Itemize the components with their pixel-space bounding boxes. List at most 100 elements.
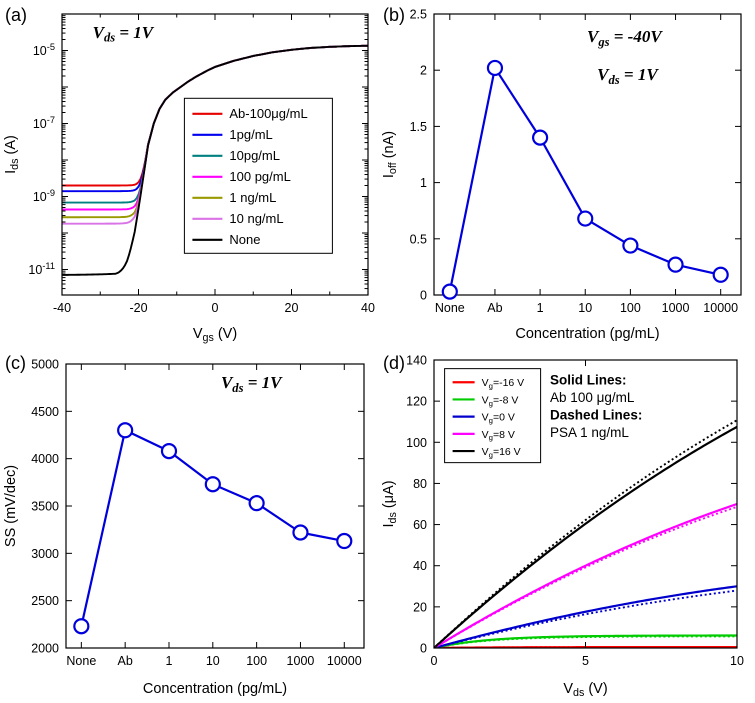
series-markers — [73, 422, 353, 635]
svg-text:Vg=-16 V: Vg=-16 V — [482, 377, 525, 390]
series-line — [434, 425, 737, 648]
svg-text:40: 40 — [413, 559, 427, 573]
panel-c-chart: None Ab 1 10 100 1000 10000 2000 2500 3000 3500 400… — [3, 358, 365, 697]
svg-text:0: 0 — [420, 642, 427, 656]
svg-text:5000: 5000 — [31, 358, 59, 372]
panel-label-b: (b) — [383, 5, 405, 25]
svg-text:Vds (V): Vds (V) — [563, 681, 607, 699]
svg-text:2000: 2000 — [31, 642, 59, 656]
svg-text:140: 140 — [406, 354, 427, 368]
svg-text:-40: -40 — [53, 301, 71, 315]
svg-text:10: 10 — [730, 654, 744, 668]
svg-text:Concentration (pg/mL): Concentration (pg/mL) — [515, 326, 659, 342]
tick-labels: -40 -20 0 20 40 10-11 10-9 10-7 10-5 — [28, 42, 375, 315]
series-line — [434, 589, 737, 648]
svg-text:10: 10 — [578, 301, 592, 315]
panel-label-a: (a) — [5, 5, 27, 25]
svg-text:None: None — [229, 232, 260, 247]
svg-text:Vds = 1V: Vds = 1V — [221, 373, 283, 395]
svg-text:0.5: 0.5 — [410, 232, 427, 246]
svg-text:80: 80 — [413, 477, 427, 491]
panel-c: (c) None Ab 1 10 100 1000 10000 2000 2500 3000 350… — [0, 348, 378, 703]
svg-text:None: None — [66, 654, 96, 668]
series-line — [62, 44, 368, 276]
svg-text:Vg=0 V: Vg=0 V — [482, 412, 515, 425]
axis-ticks — [66, 363, 364, 649]
panel-label-c: (c) — [5, 353, 26, 373]
svg-text:100: 100 — [246, 654, 267, 668]
svg-text:Ab: Ab — [487, 301, 502, 315]
panel-b-chart: None Ab 1 10 100 1000 10000 0 0.5 1 1.5 2 2.5 Concent… — [381, 8, 742, 342]
svg-text:Vgs = -40V: Vgs = -40V — [587, 27, 663, 49]
svg-text:1: 1 — [537, 301, 544, 315]
series-markers — [441, 59, 729, 300]
series-line — [434, 502, 737, 648]
svg-text:1000: 1000 — [287, 654, 315, 668]
svg-text:120: 120 — [406, 395, 427, 409]
legend: Vg=-16 V Vg=-8 V Vg=0 V Vg=8 V Vg=16 V — [444, 368, 542, 464]
svg-text:None: None — [435, 301, 465, 315]
svg-text:10 ng/mL: 10 ng/mL — [229, 211, 283, 226]
svg-text:Dashed Lines:: Dashed Lines: — [550, 407, 642, 422]
svg-text:Ab 100 μg/mL: Ab 100 μg/mL — [550, 390, 635, 405]
svg-text:0: 0 — [212, 301, 219, 315]
svg-text:10000: 10000 — [703, 301, 738, 315]
svg-text:2: 2 — [420, 64, 427, 78]
axis-ticks — [434, 13, 741, 296]
svg-text:10: 10 — [206, 654, 220, 668]
svg-text:5: 5 — [582, 654, 589, 668]
svg-text:Vgs (V): Vgs (V) — [193, 326, 237, 344]
axes-frame — [433, 13, 742, 296]
svg-text:3000: 3000 — [31, 547, 59, 561]
svg-text:100: 100 — [406, 436, 427, 450]
panel-b: (b) None Ab 1 10 100 1000 10000 0 0.5 1 1.5 2 2.5 Con… — [378, 0, 755, 348]
svg-text:1: 1 — [166, 654, 173, 668]
svg-text:1 ng/mL: 1 ng/mL — [229, 190, 276, 205]
svg-text:100: 100 — [620, 301, 641, 315]
svg-text:100 pg/mL: 100 pg/mL — [229, 169, 290, 184]
tick-labels: None Ab 1 10 100 1000 10000 2000 2500 3000 3500 400… — [31, 358, 362, 669]
svg-text:Vg=8 V: Vg=8 V — [482, 429, 515, 442]
svg-text:40: 40 — [361, 301, 375, 315]
axis-ticks — [61, 13, 369, 295]
svg-text:Solid Lines:: Solid Lines: — [550, 372, 627, 387]
series-line — [434, 419, 737, 648]
axes-frame — [65, 363, 365, 649]
svg-text:60: 60 — [413, 518, 427, 532]
panel-a: (a) -40 -20 0 20 40 10-11 10-9 10-7 10-5 Vgs (V) I… — [0, 0, 378, 348]
svg-text:Ab-100μg/mL: Ab-100μg/mL — [229, 106, 307, 121]
svg-text:2500: 2500 — [31, 594, 59, 608]
svg-text:3500: 3500 — [31, 500, 59, 514]
tick-labels: None Ab 1 10 100 1000 10000 0 0.5 1 1.5 2 2.5 — [410, 8, 738, 316]
series-line — [434, 585, 737, 648]
svg-text:0: 0 — [420, 289, 427, 303]
svg-text:1pg/mL: 1pg/mL — [229, 127, 272, 142]
panel-d: (d) 0 5 10 0 20 40 60 80 100 120 140 Vds (V) Ids (μA… — [378, 348, 755, 703]
panel-a-chart: -40 -20 0 20 40 10-11 10-9 10-7 10-5 Vgs (V) Ids (… — [3, 13, 375, 344]
svg-text:Ab: Ab — [118, 654, 133, 668]
legend: Ab-100μg/mL 1pg/mL 10pg/mL 100 pg/mL 1 ng/mL… — [183, 97, 333, 254]
svg-text:10-5: 10-5 — [33, 42, 55, 58]
svg-text:Vds = 1V: Vds = 1V — [93, 23, 155, 45]
svg-text:10pg/mL: 10pg/mL — [229, 148, 280, 163]
svg-text:10-11: 10-11 — [28, 261, 55, 277]
svg-text:2.5: 2.5 — [410, 8, 427, 22]
svg-text:Concentration (pg/mL): Concentration (pg/mL) — [143, 681, 287, 697]
svg-text:20: 20 — [285, 301, 299, 315]
plot-series — [62, 44, 368, 276]
svg-text:Ids (μA): Ids (μA) — [381, 480, 399, 527]
series-line — [434, 505, 737, 648]
svg-text:Vg=-8 V: Vg=-8 V — [482, 394, 519, 407]
svg-text:Ioff (nA): Ioff (nA) — [381, 131, 399, 178]
series-line — [434, 635, 737, 648]
svg-text:10000: 10000 — [327, 654, 362, 668]
svg-text:10-9: 10-9 — [33, 188, 55, 204]
svg-text:PSA 1 ng/mL: PSA 1 ng/mL — [550, 425, 629, 440]
svg-text:-20: -20 — [129, 301, 147, 315]
svg-text:1.5: 1.5 — [410, 120, 427, 134]
svg-text:4000: 4000 — [31, 452, 59, 466]
svg-text:1: 1 — [420, 176, 427, 190]
